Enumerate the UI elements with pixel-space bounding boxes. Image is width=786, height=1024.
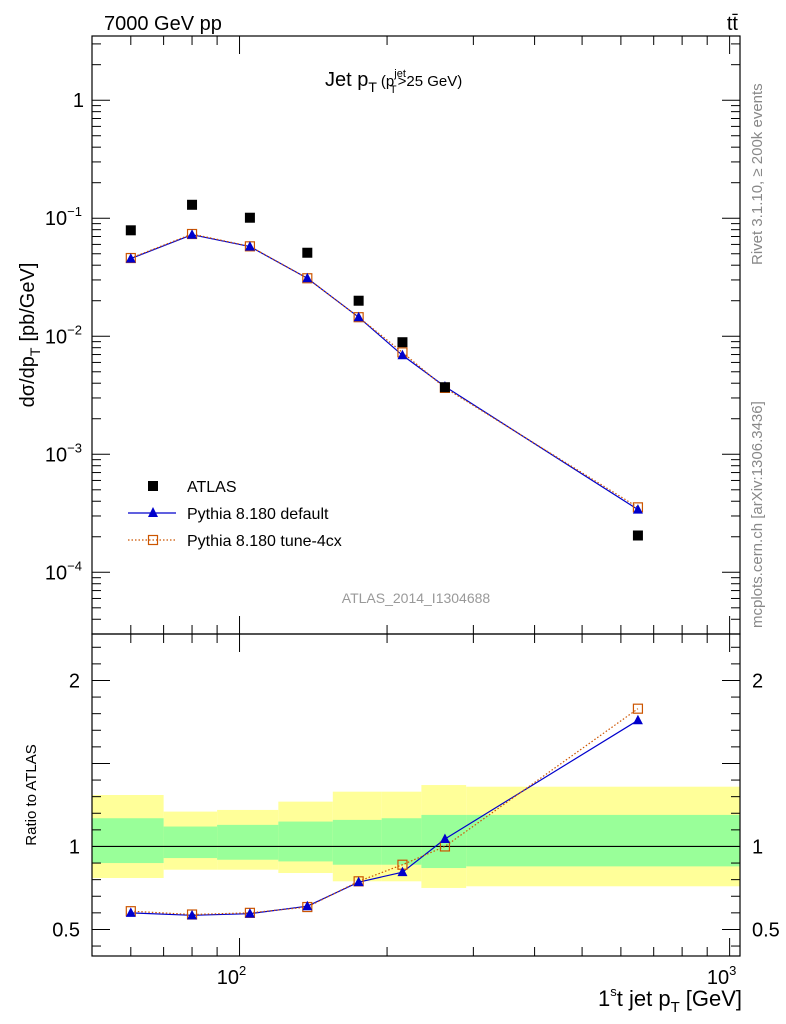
main-plot-panel: 1 10−1 10−2 10−3 10−4 Jet pT (pjet T>25 GeV) d… [17,35,741,635]
ratio-y-tick-label: 1 [69,836,80,858]
analysis-watermark: ATLAS_2014_I1304688 [342,590,491,606]
ratio-y-tick-label-right: 0.5 [752,919,780,941]
ratio-plot-panel: 102 103 0.5 0.5 1 1 2 2 Ratio to ATLAS 1st jet … [23,633,780,1016]
main-point-series-1 [397,349,408,360]
main-point-series-1 [353,311,364,322]
main-point-series-1 [302,272,313,283]
mcplots-label: mcplots.cern.ch [arXiv:1306.3436] [749,401,766,628]
ratio-point-series-1 [632,703,644,714]
main-point-series-0 [302,247,313,258]
x-tick-label: 102 [217,963,246,989]
main-point-series-0 [125,225,136,236]
main-point-series-0 [439,382,450,393]
main-plot-title: Jet pT (pjet T>25 GeV) [325,68,462,96]
inner-uncertainty-band [163,826,218,859]
inner-uncertainty-band [217,824,279,860]
ratio-y-tick-label-right: 2 [752,670,763,692]
inner-uncertainty-band [278,821,333,862]
y-tick-label: 10−3 [45,440,82,466]
ratio-point-series-0 [187,909,198,920]
ratio-point-series-0 [244,908,255,918]
main-series-line-1 [130,234,639,511]
legend-marker-atlas [148,481,158,491]
inner-uncertainty-band [332,819,382,865]
ratio-point-series-0 [439,833,450,843]
main-point-series-0 [632,530,643,541]
y-tick-label: 1 [73,90,84,112]
legend-entry-tune: Pythia 8.180 tune-4cx [128,533,342,550]
x-tick-label: 103 [707,963,736,989]
ratio-plot-frame [91,633,741,957]
main-point-series-0 [244,212,255,223]
inner-uncertainty-band [466,814,740,867]
y-tick-label: 10−1 [45,204,82,230]
y-tick-label: 10−4 [45,558,82,584]
ratio-y-tick-label-right: 1 [752,836,763,858]
ratio-point-series-0 [353,876,364,887]
main-y-axis-label: dσ/dpT[pb/GeV] [17,263,43,408]
main-point-series-1 [125,253,136,263]
energy-label: 7000 GeV pp [104,13,222,35]
process-label: tt̄ [727,13,739,35]
ratio-y-axis-label: Ratio to ATLAS [23,744,40,845]
ratio-y-tick-label: 0.5 [52,919,80,941]
rivet-label: Rivet 3.1.10, ≥ 200k events [749,83,766,265]
legend: ATLAS Pythia 8.180 default Pythia 8.180 … [128,479,342,550]
legend-marker-default [148,507,158,517]
legend-entry-default: Pythia 8.180 default [128,506,329,523]
main-point-series-1 [244,241,255,251]
legend-label-default: Pythia 8.180 default [187,506,329,523]
ratio-y-tick-label: 2 [69,670,80,692]
legend-marker-tune [147,534,159,546]
x-axis-label: 1st jet pT [GeV] [598,984,742,1016]
ratio-point-series-0 [125,907,136,917]
main-point-series-1 [632,504,643,514]
main-point-series-0 [353,295,364,306]
ratio-point-series-0 [632,714,643,725]
main-point-series-0 [187,199,198,210]
ratio-point-series-0 [302,900,313,911]
ratio-series-line-1 [130,708,639,916]
main-point-series-1 [187,229,198,239]
legend-entry-atlas: ATLAS [148,479,237,496]
inner-uncertainty-band [92,818,164,864]
y-tick-label: 10−2 [45,322,82,348]
main-point-series-0 [397,337,408,348]
ratio-series-line-0 [130,719,639,916]
legend-label-tune: Pythia 8.180 tune-4cx [187,533,342,550]
main-series-line-2 [130,233,639,508]
inner-uncertainty-band [381,818,422,865]
legend-label-atlas: ATLAS [187,479,237,496]
ratio-point-series-0 [397,866,408,877]
